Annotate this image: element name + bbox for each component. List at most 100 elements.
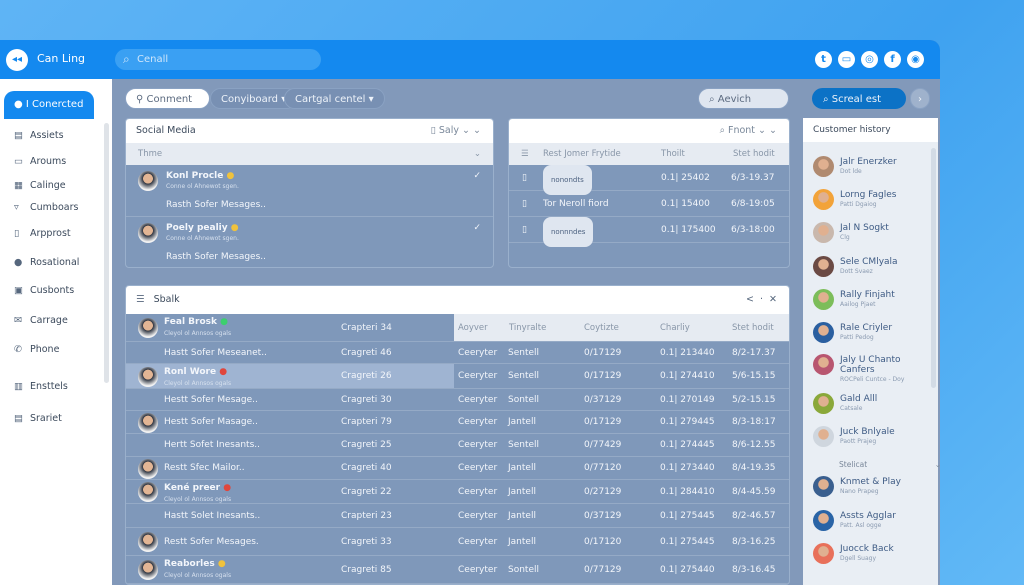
social-media-card: Social Media ▯ Saly ⌄ ⌄ Thme ⌄ Konl Procle… — [125, 118, 494, 268]
sidebar-item[interactable]: ✆ Phone — [14, 344, 60, 355]
avatar — [813, 189, 834, 210]
sidebar-item[interactable]: ▭ Aroums — [14, 156, 67, 167]
history-scrollbar[interactable] — [931, 148, 936, 388]
avatar — [813, 510, 834, 531]
table-title: Sbalk — [153, 294, 180, 305]
table-row[interactable]: Restt Sofer Mesages. Cragreti 33 Ceeryter J… — [126, 528, 789, 556]
table-row[interactable]: Reaborles ● Cleyol ol Annsos ogals Cragret… — [126, 556, 789, 584]
nav-icon: ▤ — [14, 130, 23, 141]
sidebar-item[interactable]: ✉ Carrage — [14, 315, 68, 326]
column-header: Rest Jomer Frytide — [543, 149, 621, 159]
sidebar-scrollbar[interactable] — [104, 123, 109, 383]
column-header: Coytizte — [584, 323, 619, 333]
search-input[interactable]: ⌕ Aevich — [698, 88, 789, 109]
filter-dropdown[interactable]: ⌕ Fnont ⌄ ⌄ — [719, 125, 777, 136]
file-row[interactable]: ▯ nonnndes 0.1| 175400 6/3-18:00 — [509, 217, 789, 247]
nav-icon: ▣ — [14, 285, 23, 296]
avatar — [138, 560, 158, 580]
menu-icon[interactable]: ☰ — [136, 294, 145, 305]
table-row[interactable]: Hestt Sofer Masage.. Crapteri 79 Ceeryter J… — [126, 411, 789, 434]
file-icon: ▯ — [522, 173, 527, 183]
avatar — [138, 366, 158, 387]
check-icon[interactable]: ✓ — [473, 223, 481, 233]
avatar — [138, 318, 158, 338]
avatar — [138, 458, 158, 479]
column-header: Stet hodit — [733, 149, 775, 159]
avatar — [813, 426, 834, 447]
app-window: ◂◂ Can Ling Cenall t ▭ ◎ f ◉ ● I Conercted ▤… — [0, 40, 940, 585]
avatar — [813, 543, 834, 564]
column-header: Stet hodit — [732, 323, 774, 333]
sidebar-item[interactable]: ▯ Arpprost — [14, 228, 71, 239]
share-icon[interactable]: < — [745, 294, 754, 305]
file-row[interactable]: ▯ nonondts 0.1| 25402 6/3-19.37 — [509, 165, 789, 195]
nav-icon: ✆ — [14, 344, 22, 355]
nav-icon: ▿ — [14, 202, 19, 213]
column-header: Aoyver — [458, 323, 488, 333]
list-item[interactable]: Konl Procle ● Conne ol Ahnewot sgen. Ras… — [126, 165, 493, 217]
avatar — [813, 354, 834, 375]
sidebar-item[interactable]: ▿ Cumboars — [14, 202, 79, 213]
column-header: Tinyralte — [509, 323, 547, 333]
avatar — [138, 223, 158, 243]
table-row[interactable]: Kené preer ● Cleyol ol Annsos ogals Cragre… — [126, 480, 789, 504]
table-row[interactable]: Hastt Sofer Meseanet.. Cragreti 46 Ceeryte… — [126, 342, 789, 364]
table-row[interactable]: Restt Sfec Mailor.. Cragreti 40 Ceeryter Ja… — [126, 457, 789, 480]
nav-icon: ▥ — [14, 381, 23, 392]
panel-title: Customer history — [803, 118, 938, 142]
avatar — [138, 412, 158, 433]
customer-history-panel: Customer history Jalr Enerzker Dot lde Lo… — [803, 118, 940, 585]
column-header: Thoilt — [661, 149, 685, 159]
file-icon: ▯ — [522, 225, 527, 235]
nav-icon: ▯ — [14, 228, 20, 239]
avatar — [138, 532, 158, 552]
table-row[interactable]: Feal Brosk ● Cleyol ol Annsos ogals Crapte… — [126, 314, 789, 342]
table-row[interactable]: Hertt Sofet Inesants.. Cragreti 25 Ceeryte… — [126, 434, 789, 457]
sidebar-item-connected[interactable]: ● I Conercted — [4, 91, 94, 119]
facebook-icon[interactable]: f — [884, 51, 901, 68]
avatar — [813, 393, 834, 414]
search-action-button[interactable]: ⌕ Screal est — [812, 88, 906, 109]
sidebar-item[interactable]: ● Rosational — [14, 257, 80, 268]
menu-icon[interactable]: ☰ — [521, 149, 529, 159]
sidebar-item[interactable]: ▤ Srariet — [14, 413, 62, 424]
table-row[interactable]: Hastt Solet Inesants.. Crapteri 23 Ceeryte… — [126, 504, 789, 528]
instagram-icon[interactable]: ◉ — [907, 51, 924, 68]
cartgal-dropdown[interactable]: Cartgal centel ▾ — [284, 88, 385, 109]
card-title: Social Media — [136, 125, 196, 136]
file-row[interactable]: ▯ Tor Neroll fiord 0.1| 15400 6/8-19:05 — [509, 191, 789, 217]
sidebar: ● I Conercted ▤ Assiets ▭ Aroums ▦ Calinge ▿ Cu… — [0, 79, 112, 585]
sidebar-item[interactable]: ▦ Calinge — [14, 180, 66, 191]
file-icon: ▯ — [522, 199, 527, 209]
nav-icon: ▭ — [14, 156, 23, 167]
avatar — [813, 476, 834, 497]
card-icon[interactable]: ▭ — [838, 51, 855, 68]
sort-dropdown[interactable]: ▯ Saly ⌄ ⌄ — [430, 125, 481, 136]
avatar — [138, 171, 158, 191]
sidebar-item[interactable]: ▤ Assiets — [14, 130, 64, 141]
avatar — [138, 482, 158, 502]
nav-icon: ✉ — [14, 315, 22, 326]
check-icon[interactable]: ✓ — [473, 171, 481, 181]
column-header: Charliy — [660, 323, 690, 333]
twitter-icon[interactable]: t — [815, 51, 832, 68]
next-button[interactable]: › — [910, 88, 930, 109]
comment-input[interactable]: ⚲ Conment — [125, 88, 210, 109]
table-row[interactable]: Ronl Wore ● Cleyol ol Annsos ogals Cragret… — [126, 364, 789, 389]
header-search-input[interactable]: Cenall — [115, 49, 321, 70]
table-row[interactable]: Hestt Sofer Mesage.. Cragreti 30 Ceeryter S… — [126, 389, 789, 411]
sidebar-item[interactable]: ▣ Cusbonts — [14, 285, 75, 296]
whatsapp-icon[interactable]: ◎ — [861, 51, 878, 68]
list-item[interactable]: Poely pealiy ● Conne ol Ahnewot sgen. Ra… — [126, 217, 493, 267]
files-card: ⌕ Fnont ⌄ ⌄ ☰ Rest Jomer Frytide Thoilt … — [508, 118, 790, 268]
avatar — [813, 322, 834, 343]
nav-icon: ▤ — [14, 413, 23, 424]
app-title: Can Ling — [37, 52, 86, 65]
sidebar-item[interactable]: ▥ Ensttels — [14, 381, 68, 392]
section-header[interactable]: Stelicat ⌄ — [839, 460, 940, 469]
avatar — [813, 156, 834, 177]
avatar — [813, 289, 834, 310]
logo-icon: ◂◂ — [6, 49, 28, 71]
nav-icon: ▦ — [14, 180, 23, 191]
close-icon[interactable]: ✕ — [769, 294, 777, 305]
